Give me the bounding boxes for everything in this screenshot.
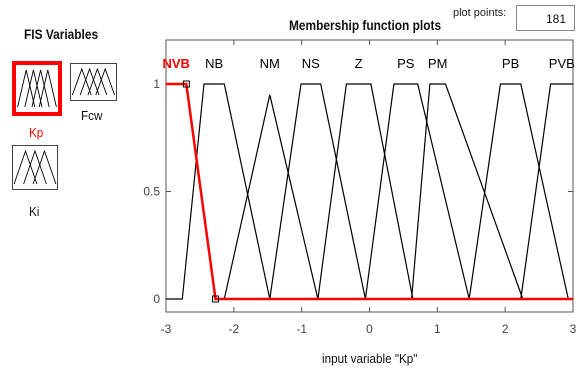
fis-variables-title: FIS Variables [24, 26, 99, 42]
mf-curve-z[interactable] [317, 83, 414, 300]
plot-points-label: plot points: [453, 7, 507, 19]
plot-title: Membership function plots [289, 17, 442, 33]
mf-curve-ps[interactable] [364, 83, 470, 300]
mf-label-pvb[interactable]: PVB [549, 56, 575, 71]
mf-curve-pm[interactable] [411, 83, 524, 300]
mf-mini-curve [79, 67, 100, 96]
mf-label-nb[interactable]: NB [205, 56, 223, 71]
variable-fcw-label[interactable]: Fcw [81, 108, 103, 123]
x-axis-label: input variable "Kp" [322, 351, 418, 366]
mf-handle-1[interactable] [212, 295, 220, 303]
variable-kp-label[interactable]: Kp [29, 125, 44, 140]
mf-mini-curve [23, 149, 47, 185]
mf-curve-pvb[interactable] [520, 83, 573, 300]
mf-mini-curve [31, 69, 50, 108]
mf-mini-curve [13, 149, 38, 185]
variable-kp-icon[interactable] [12, 61, 62, 116]
variable-ki-icon[interactable] [12, 145, 58, 190]
mf-curve-ns[interactable] [269, 83, 366, 300]
mf-mini-curve [71, 67, 92, 96]
mf-curve-pb[interactable] [468, 83, 569, 300]
mf-label-ns[interactable]: NS [302, 56, 320, 71]
x-tick-label: 0 [366, 322, 373, 336]
x-tick-label: 3 [570, 322, 577, 336]
x-tick-label: -1 [296, 322, 307, 336]
mf-mini-curve [95, 67, 116, 96]
y-tick-label: 1 [153, 77, 160, 91]
mf-label-nvb[interactable]: NVB [162, 56, 189, 71]
x-tick-label: 1 [434, 322, 441, 336]
mf-mini-curve [38, 69, 57, 108]
mf-handle-0[interactable] [182, 80, 190, 88]
mf-curve-nvb[interactable] [166, 82, 573, 301]
mf-label-pb[interactable]: PB [502, 56, 519, 71]
x-tick-label: 2 [502, 322, 509, 336]
mf-mini-curve [87, 67, 108, 96]
mf-curve-nm[interactable] [223, 94, 319, 300]
mf-mini-curve [17, 69, 36, 108]
mf-mini-curve [32, 149, 57, 185]
mf-label-pm[interactable]: PM [428, 56, 448, 71]
x-tick-label: -3 [161, 322, 172, 336]
mf-label-z[interactable]: Z [355, 56, 363, 71]
mf-mini-curve [24, 69, 43, 108]
variable-fcw-icon[interactable] [70, 63, 117, 101]
plot-points-input[interactable]: 181 [516, 5, 575, 31]
mf-label-nm[interactable]: NM [260, 56, 280, 71]
mf-curve-nb[interactable] [166, 83, 271, 300]
y-tick-label: 0.5 [143, 185, 160, 199]
y-tick-label: 0 [153, 292, 160, 306]
variable-ki-label[interactable]: Ki [29, 204, 40, 219]
x-tick-label: -2 [228, 322, 239, 336]
mf-label-ps[interactable]: PS [397, 56, 415, 71]
